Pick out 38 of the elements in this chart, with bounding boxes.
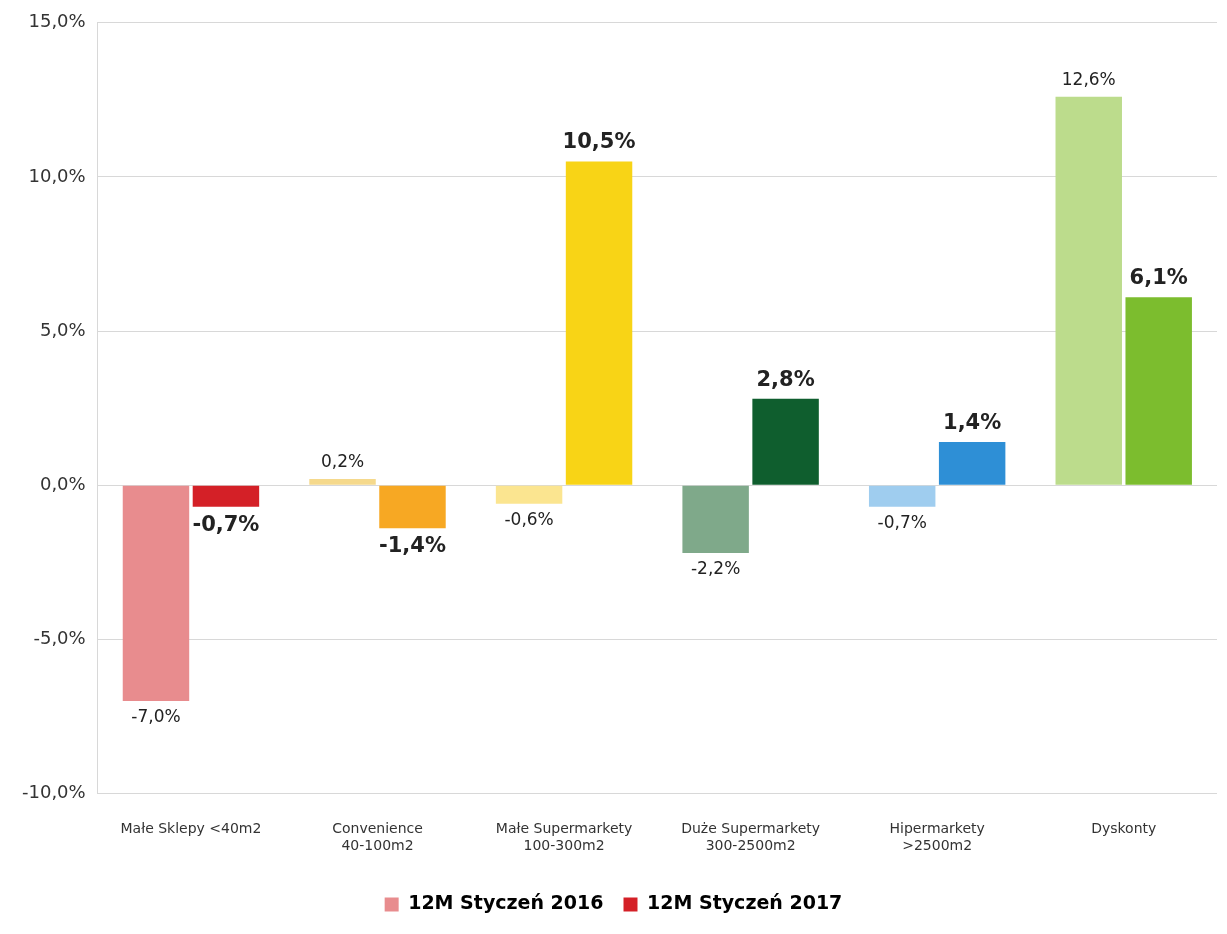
x-tick-label: Małe Supermarkety 100-300m2 [495, 820, 633, 854]
bar [752, 398, 819, 485]
y-tick-label: -10,0% [21, 781, 86, 803]
y-tick-label: 0,0% [39, 472, 86, 494]
y-tick-label: -5,0% [33, 626, 86, 648]
bar [565, 161, 633, 485]
x-tick-label: Dyskonty [1091, 820, 1157, 837]
bar [495, 485, 563, 504]
data-label: 0,2% [320, 450, 365, 471]
data-label: -0,7% [877, 511, 927, 532]
bar [1125, 297, 1192, 485]
data-label: 10,5% [562, 129, 636, 154]
data-label: -0,6% [504, 508, 554, 529]
bar [682, 485, 749, 553]
data-label: -0,7% [192, 511, 260, 536]
data-label: 12,6% [1061, 68, 1116, 89]
data-label: -1,4% [379, 533, 446, 558]
bar [868, 485, 936, 507]
legend-label: 12M Styczeń 2016 [408, 891, 604, 914]
data-label: -7,0% [131, 705, 181, 726]
bar [379, 485, 446, 529]
bar [122, 485, 190, 701]
data-label: 2,8% [756, 366, 815, 391]
bar [192, 485, 260, 507]
y-tick-label: 5,0% [39, 318, 86, 340]
x-tick-label: Convenience 40-100m2 [332, 820, 423, 854]
x-tick-label: Duże Supermarkety 300-2500m2 [681, 820, 821, 854]
x-tick-label: Hipermarkety >2500m2 [889, 820, 985, 854]
bar [938, 442, 1006, 485]
bar [309, 479, 376, 485]
data-label: 1,4% [943, 409, 1002, 434]
bar [1055, 96, 1122, 485]
data-label: 6,1% [1129, 265, 1188, 290]
y-tick-label: 10,0% [28, 164, 86, 186]
y-tick-label: 15,0% [28, 10, 86, 32]
x-tick-label: Małe Sklepy <40m2 [120, 820, 262, 837]
data-label: -2,2% [690, 557, 741, 578]
legend-label: 12M Styczeń 2017 [647, 891, 843, 914]
